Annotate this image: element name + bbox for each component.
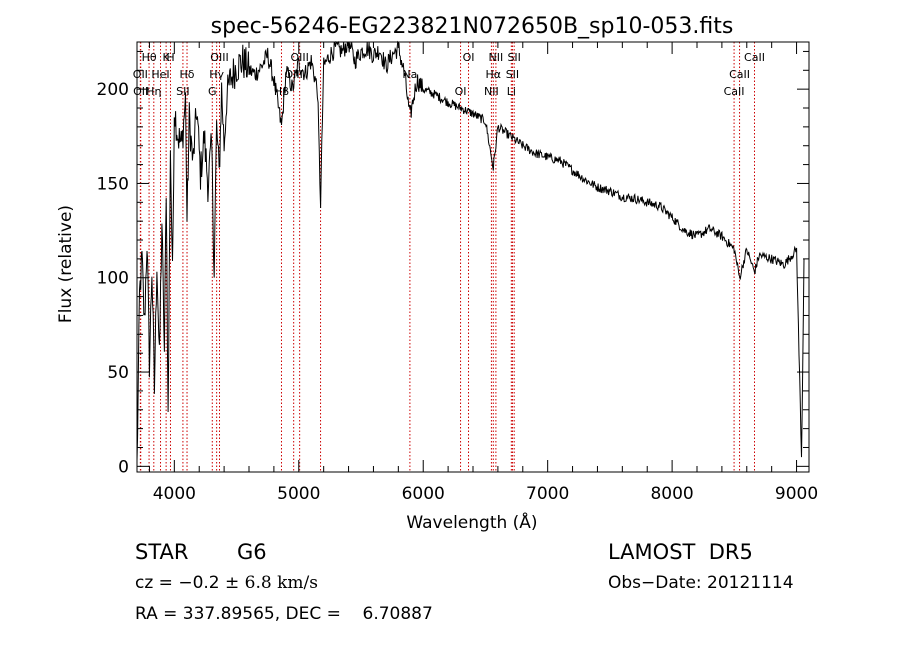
x-axis-label: Wavelength (Å): [406, 511, 537, 533]
y-tick-label: 200: [97, 80, 129, 100]
obs-date-label: Obs−Date: 20121114: [608, 573, 794, 593]
line-marker-label: OI: [455, 85, 467, 98]
survey-label: LAMOST DR5: [608, 540, 753, 564]
x-tick-label: 4000: [153, 484, 196, 504]
line-marker-label: Hη: [146, 85, 161, 98]
x-tick-label: 6000: [402, 484, 445, 504]
line-marker-label: Hγ: [209, 68, 224, 81]
x-axis-ticks: 4000 5000 6000 7000 8000 9000: [148, 42, 818, 504]
line-marker-label: NII: [484, 85, 499, 98]
y-tick-label: 50: [107, 363, 129, 383]
spectrum-line: [136, 40, 805, 461]
redshift-prefix: cz = −0.2 ±: [135, 573, 245, 593]
coordinates-label: RA = 337.89565, DEC = 6.70887: [135, 604, 433, 624]
line-marker-label: CaII: [729, 68, 750, 81]
line-marker-label: Li: [507, 85, 516, 98]
line-marker-label: OI: [463, 51, 475, 64]
line-marker-label: OIII: [290, 51, 308, 64]
x-tick-label: 8000: [650, 484, 693, 504]
line-marker-label: OIII: [210, 51, 228, 64]
line-marker-label: SII: [506, 68, 519, 81]
class-label: STAR: [135, 540, 189, 564]
line-marker-label: CaII: [724, 85, 745, 98]
line-marker-label: NII: [489, 51, 504, 64]
y-tick-label: 100: [97, 269, 129, 289]
line-marker-label: SII: [507, 51, 520, 64]
line-marker-label: Hθ: [142, 51, 157, 64]
x-tick-label: 9000: [775, 484, 818, 504]
y-axis-ticks: 0 50 100 150 200: [97, 50, 809, 477]
line-marker-label: OIII: [284, 68, 302, 81]
x-tick-label: 5000: [277, 484, 320, 504]
line-marker-label: K: [163, 51, 171, 64]
line-markers: [139, 42, 755, 472]
line-marker-label: Hδ: [180, 68, 195, 81]
redshift-value: 6.8 km/s: [244, 573, 318, 593]
redshift-label: cz = −0.2 ± 6.8 km/s: [135, 573, 318, 593]
line-marker-label: H: [166, 51, 174, 64]
line-marker-label: G: [208, 85, 217, 98]
line-marker-label: HeI: [151, 68, 169, 81]
y-axis-label: Flux (relative): [56, 205, 76, 323]
y-tick-label: 0: [118, 457, 129, 477]
line-marker-label: Hα: [486, 68, 502, 81]
plot-frame: [136, 41, 810, 473]
chart-title: spec-56246-EG223821N072650B_sp10-053.fit…: [211, 14, 734, 39]
line-marker-label: CaII: [744, 51, 765, 64]
line-marker-label: SII: [176, 85, 189, 98]
x-tick-label: 7000: [526, 484, 569, 504]
y-tick-label: 150: [97, 174, 129, 194]
subclass-label: G6: [237, 540, 267, 564]
